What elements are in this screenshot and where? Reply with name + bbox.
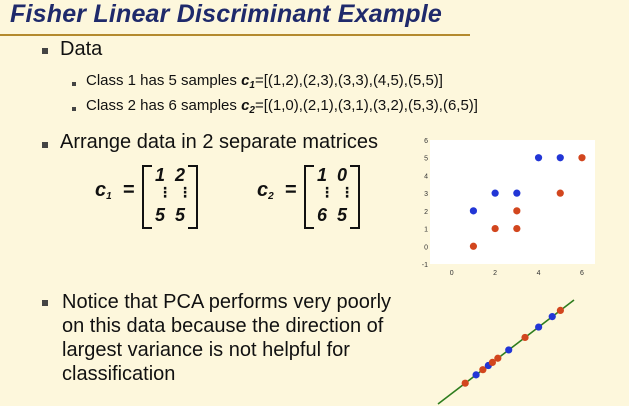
y-tick-label: 0	[424, 244, 428, 251]
x-tick-label: 6	[580, 270, 584, 277]
matrix-c1-cell: 2	[175, 165, 186, 185]
bullet-marker	[42, 300, 48, 306]
class1-point	[556, 154, 564, 162]
matrix-c2-right-bracket	[350, 165, 360, 229]
y-tick-label: 6	[424, 138, 428, 145]
scatter-chart: -1 0 1 2 3 4 5 6 0 2 4 6	[422, 138, 595, 277]
projected-class2-point	[461, 379, 469, 387]
y-tick-label: 4	[424, 173, 428, 180]
bullet-data: Data	[60, 38, 103, 60]
bullet-marker	[42, 48, 48, 54]
class1-point	[513, 189, 521, 197]
sub-bullet-marker	[72, 107, 76, 111]
class2-line: Class 2 has 6 samples c2=[(1,0),(2,1),(3…	[86, 97, 478, 116]
y-tick-label: 3	[424, 191, 428, 198]
projected-class1-point	[472, 371, 480, 379]
class1-var: c	[241, 72, 250, 89]
class1-point	[534, 154, 543, 162]
class2-sub: 2	[249, 105, 255, 116]
projected-class1-point	[548, 313, 556, 321]
class1-point	[491, 189, 499, 197]
class2-point	[513, 207, 521, 215]
chart-plot-area	[430, 140, 595, 264]
matrix-c1-label: c1	[95, 179, 112, 202]
projected-class2-point	[556, 306, 564, 314]
class2-point	[578, 154, 586, 162]
y-tick-label: -1	[422, 262, 428, 269]
slide-title: Fisher Linear Discriminant Example	[10, 0, 442, 28]
matrix-c1-cell: 5	[155, 205, 166, 225]
matrix-c2-cell: 0	[337, 165, 348, 185]
matrix-c1-cell: 1	[155, 165, 166, 185]
y-tick-label: 5	[424, 156, 428, 163]
projected-class1-point	[535, 323, 543, 331]
projected-class2-point	[494, 354, 502, 362]
matrix-c1-left-bracket	[142, 165, 152, 229]
pca-projection-illustration	[437, 299, 575, 405]
matrix-c1-dots: ⋮	[158, 184, 172, 200]
class2-point	[556, 189, 564, 197]
class2-var: c	[241, 97, 250, 114]
matrix-c2-cell: 6	[317, 205, 328, 225]
bullet-marker	[42, 142, 48, 148]
y-tick-label: 2	[424, 209, 428, 216]
class2-point	[469, 242, 478, 250]
matrix-c2-cell: 5	[337, 205, 348, 225]
matrix-c2-cell: 1	[317, 165, 328, 185]
bullet-notice: Notice that PCA performs very poorly on …	[62, 291, 392, 385]
matrix-c2-equals: =	[285, 179, 297, 201]
matrix-c1-cell: 5	[175, 205, 186, 225]
class2-point	[491, 224, 499, 233]
class1-prefix: Class 1 has 5 samples	[86, 72, 242, 89]
y-tick-label: 1	[424, 227, 428, 234]
projected-class1-point	[505, 346, 513, 354]
class1-sub: 1	[249, 80, 255, 91]
class2-prefix: Class 2 has 6 samples	[86, 97, 242, 114]
matrix-c2-dots: ⋮	[320, 184, 334, 200]
matrix-c2-label: c2	[257, 179, 274, 202]
x-tick-label: 2	[493, 270, 497, 277]
matrix-c2-left-bracket	[304, 165, 314, 229]
class1-point	[469, 207, 478, 215]
class2-point	[513, 224, 521, 233]
x-tick-label: 4	[537, 270, 541, 277]
matrix-c1-right-bracket	[188, 165, 198, 229]
class2-value: =[(1,0),(2,1),(3,1),(3,2),(5,3),(6,5)]	[254, 97, 478, 114]
x-tick-label: 0	[450, 270, 454, 277]
class1-line: Class 1 has 5 samples c1=[(1,2),(2,3),(3…	[86, 72, 443, 91]
class1-value: =[(1,2),(2,3),(3,3),(4,5),(5,5)]	[254, 72, 443, 89]
title-underline	[0, 34, 470, 36]
projected-class2-point	[488, 358, 496, 366]
projected-class2-point	[479, 366, 487, 374]
sub-bullet-marker	[72, 82, 76, 86]
bullet-arrange: Arrange data in 2 separate matrices	[60, 131, 378, 153]
projected-class2-point	[521, 333, 529, 342]
matrix-c1-equals: =	[123, 179, 135, 201]
